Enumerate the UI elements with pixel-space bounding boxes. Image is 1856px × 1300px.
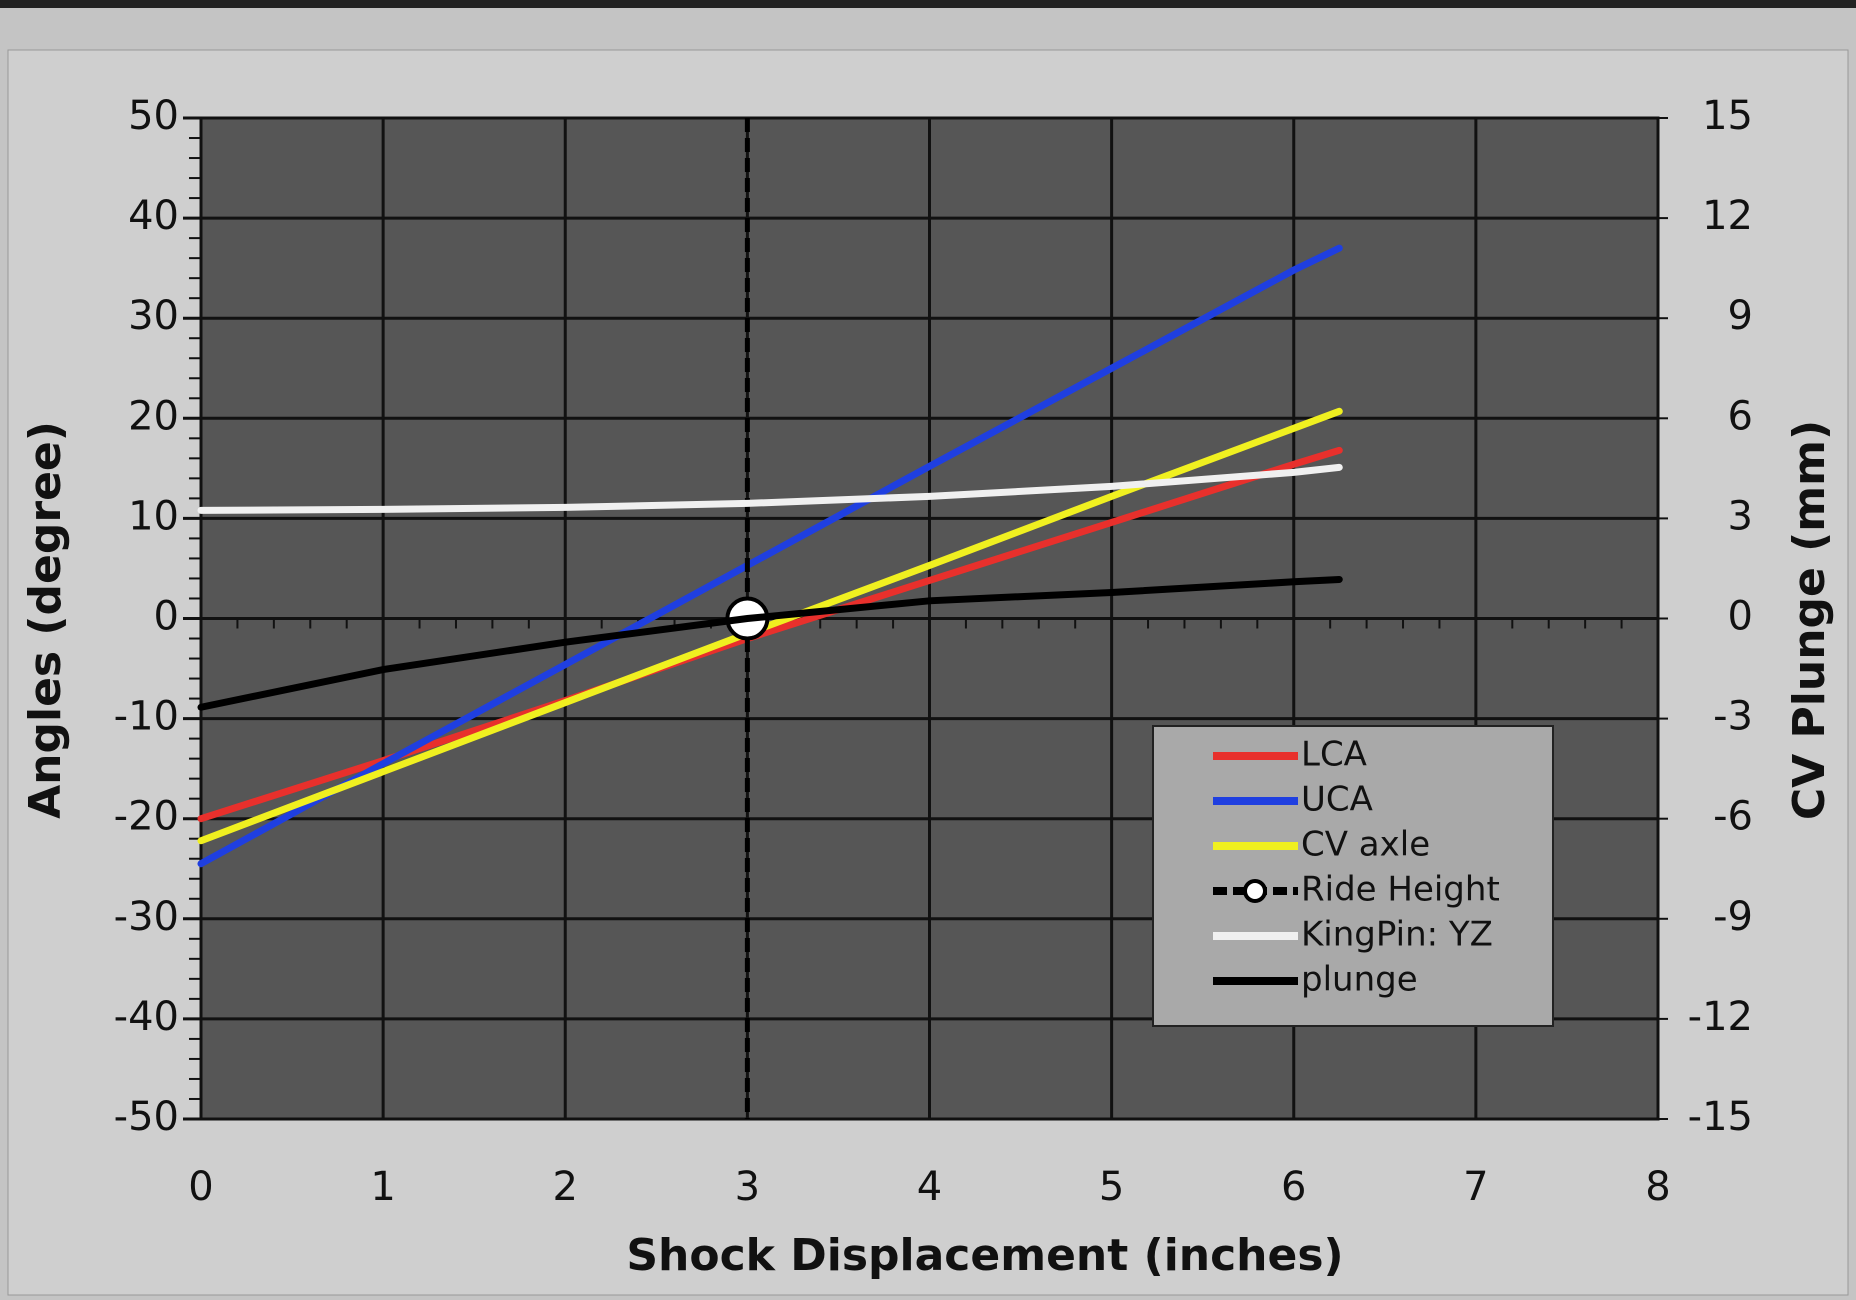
x-tick-label: 1 bbox=[370, 1164, 395, 1210]
y2-tick-label: 12 bbox=[1702, 193, 1753, 239]
series-line bbox=[197, 575, 1343, 711]
y-tick-label: 30 bbox=[128, 293, 179, 339]
legend-entry: LCA bbox=[1213, 735, 1367, 775]
x-tick-label: 8 bbox=[1645, 1164, 1670, 1210]
screen-edge bbox=[0, 0, 1856, 8]
legend-label: Ride Height bbox=[1301, 870, 1500, 910]
x-tick-label: 3 bbox=[735, 1164, 760, 1210]
legend-label: UCA bbox=[1301, 780, 1373, 820]
y-axis-label: Angles (degree) bbox=[20, 421, 71, 819]
legend-marker bbox=[1243, 879, 1267, 903]
y2-tick-label: 0 bbox=[1728, 594, 1753, 640]
legend-entry: CV axle bbox=[1213, 825, 1430, 865]
series-line bbox=[197, 407, 1343, 845]
y-tick-label: 40 bbox=[128, 193, 179, 239]
series-line bbox=[197, 463, 1343, 514]
x-tick-label: 2 bbox=[553, 1164, 578, 1210]
y2-tick-label: -3 bbox=[1713, 694, 1753, 740]
y2-tick-label: 6 bbox=[1728, 393, 1753, 439]
y2-tick-label: -15 bbox=[1688, 1094, 1753, 1140]
y2-tick-label: -12 bbox=[1688, 994, 1753, 1040]
y-tick-label: 10 bbox=[128, 493, 179, 539]
series-line bbox=[197, 244, 1343, 868]
legend-label: plunge bbox=[1301, 960, 1418, 1000]
x-tick-label: 6 bbox=[1281, 1164, 1306, 1210]
y-tick-label: 0 bbox=[154, 594, 179, 640]
legend-entry: KingPin: YZ bbox=[1213, 915, 1493, 955]
legend-label: LCA bbox=[1301, 735, 1367, 775]
x-tick-label: 4 bbox=[917, 1164, 942, 1210]
x-axis-label: Shock Displacement (inches) bbox=[626, 1230, 1343, 1281]
y-tick-label: -30 bbox=[114, 894, 179, 940]
y-tick-label: 50 bbox=[128, 93, 179, 139]
y2-tick-label: -6 bbox=[1713, 794, 1753, 840]
y2-tick-label: 3 bbox=[1728, 493, 1753, 539]
legend-entry: Ride Height bbox=[1213, 870, 1500, 910]
x-tick-label: 0 bbox=[188, 1164, 213, 1210]
x-tick-label: 5 bbox=[1099, 1164, 1124, 1210]
y2-tick-label: 9 bbox=[1728, 293, 1753, 339]
y-tick-label: -50 bbox=[114, 1094, 179, 1140]
y2-tick-label: -9 bbox=[1713, 894, 1753, 940]
y-tick-label: 20 bbox=[128, 393, 179, 439]
legend-entry: UCA bbox=[1213, 780, 1373, 820]
y2-axis-label: CV Plunge (mm) bbox=[1784, 420, 1835, 820]
legend-box bbox=[1152, 725, 1554, 1027]
y-tick-label: -40 bbox=[114, 994, 179, 1040]
y-tick-label: -10 bbox=[114, 694, 179, 740]
legend-label: CV axle bbox=[1301, 825, 1430, 865]
x-tick-label: 7 bbox=[1463, 1164, 1488, 1210]
legend-label: KingPin: YZ bbox=[1301, 915, 1493, 955]
y-tick-label: -20 bbox=[114, 794, 179, 840]
legend-entry: plunge bbox=[1213, 960, 1418, 1000]
y2-tick-label: 15 bbox=[1702, 93, 1753, 139]
